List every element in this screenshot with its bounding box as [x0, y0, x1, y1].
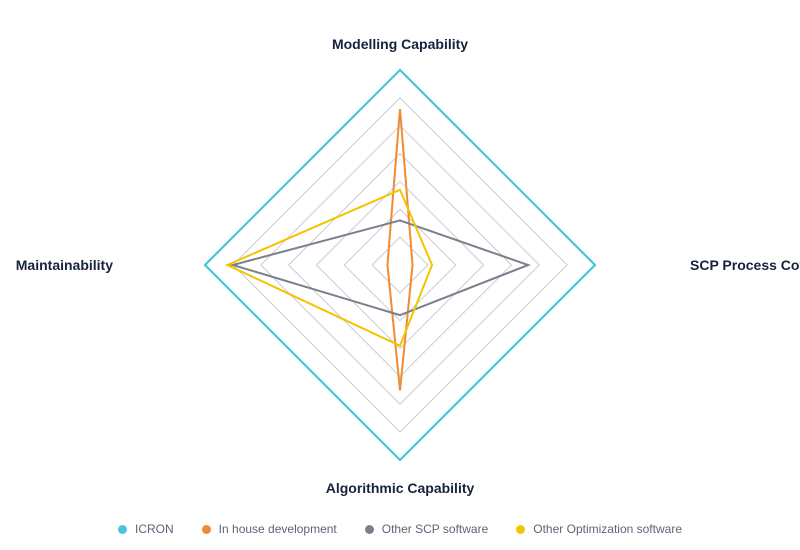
legend-label: Other SCP software: [382, 522, 489, 536]
legend-item-opt: Other Optimization software: [516, 522, 682, 536]
radar-chart: Modelling Capability SCP Process Coverag…: [0, 0, 800, 550]
legend-dot-icon: [118, 525, 127, 534]
legend: ICRON In house development Other SCP sof…: [0, 522, 800, 536]
legend-item-inhouse: In house development: [202, 522, 337, 536]
legend-label: ICRON: [135, 522, 174, 536]
axis-label-maintainability: Maintainability: [16, 257, 113, 273]
axis-label-scp: SCP Process Coverage: [690, 257, 800, 273]
legend-item-scp: Other SCP software: [365, 522, 489, 536]
legend-label: Other Optimization software: [533, 522, 682, 536]
radar-svg: [0, 0, 800, 550]
legend-dot-icon: [365, 525, 374, 534]
legend-item-icron: ICRON: [118, 522, 174, 536]
legend-dot-icon: [202, 525, 211, 534]
legend-dot-icon: [516, 525, 525, 534]
axis-label-algorithmic: Algorithmic Capability: [326, 480, 475, 496]
legend-label: In house development: [219, 522, 337, 536]
axis-label-modelling: Modelling Capability: [332, 36, 468, 52]
